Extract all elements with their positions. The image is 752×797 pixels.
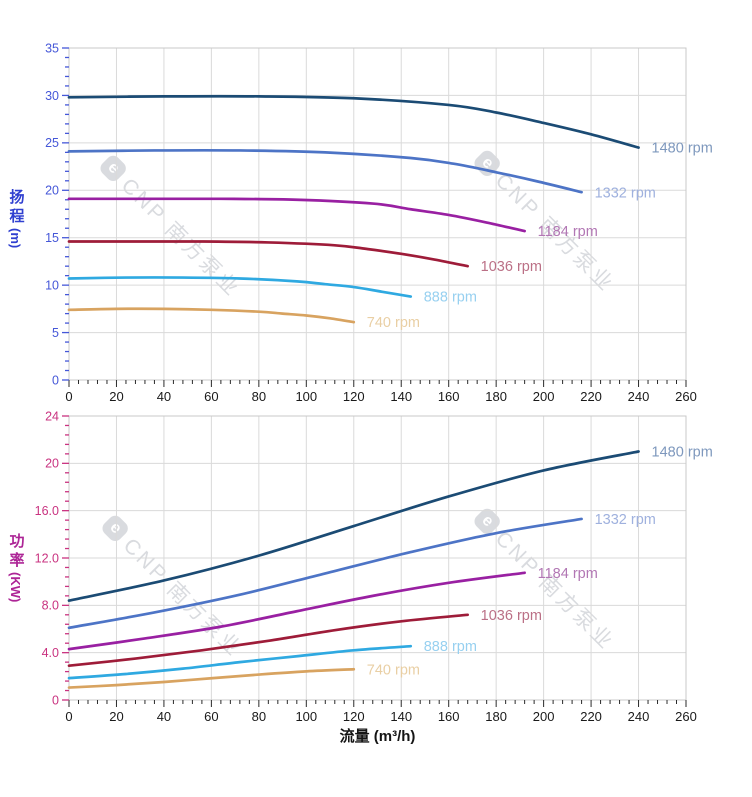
svg-text:率: 率 — [9, 551, 24, 569]
x-axis-title: 流量 (m³/h) — [340, 727, 416, 745]
curve-label-1184-rpm: 1184 rpm — [538, 566, 598, 582]
x-axis-ticks: 0 20 40 60 80 100 120 140 160 180 200 220 240 260 — [65, 700, 697, 724]
x-tick-label: 40 — [157, 389, 171, 404]
curve-label-1184-rpm: 1184 rpm — [538, 224, 598, 240]
x-tick-label: 160 — [438, 389, 460, 404]
y-axis-title: 功率 (KW) — [8, 533, 25, 602]
x-tick-label: 220 — [580, 709, 602, 724]
curve-740-rpm — [67, 667, 356, 689]
curve-1480-rpm — [67, 450, 640, 602]
x-tick-label: 120 — [343, 389, 365, 404]
x-tick-label: 180 — [485, 709, 507, 724]
x-tick-label: 220 — [580, 389, 602, 404]
curve-1184-rpm — [67, 197, 526, 233]
svg-text:程: 程 — [9, 208, 24, 225]
gridlines — [69, 415, 687, 700]
curve-1332-rpm — [67, 517, 583, 630]
y-tick-label: 12.0 — [35, 551, 59, 565]
x-tick-label: 200 — [533, 389, 555, 404]
curve-label-1332-rpm: 1332 rpm — [595, 512, 656, 528]
y-tick-label: 20 — [45, 184, 59, 198]
y-axis-ticks: 0 5 10 15 20 25 30 35 — [45, 41, 69, 387]
svg-text:(KW): (KW) — [8, 572, 23, 602]
y-tick-label: 8.0 — [42, 599, 59, 613]
curve-label-888-rpm: 888 rpm — [424, 290, 477, 306]
x-tick-label: 260 — [675, 709, 697, 724]
svg-text:功: 功 — [9, 533, 24, 550]
y-tick-label: 25 — [45, 136, 59, 150]
x-tick-label: 120 — [343, 709, 365, 724]
y-tick-label: 10 — [45, 279, 59, 293]
curve-label-1036-rpm: 1036 rpm — [481, 608, 542, 624]
x-tick-label: 200 — [533, 709, 555, 724]
y-tick-label: 0 — [52, 693, 59, 707]
curve-740-rpm — [67, 307, 356, 324]
curve-label-740-rpm: 740 rpm — [367, 662, 420, 678]
x-tick-label: 40 — [157, 709, 171, 724]
power-chart: 0 20 40 60 80 100 120 140 160 180 200 220 240 260 0 4.0… — [8, 409, 713, 745]
svg-text:扬: 扬 — [9, 188, 24, 206]
curve-888-rpm — [67, 276, 413, 298]
x-tick-label: 20 — [109, 709, 123, 724]
x-axis-ticks: 0 20 40 60 80 100 120 140 160 180 200 220 240 260 — [65, 380, 697, 404]
x-tick-label: 0 — [65, 389, 72, 404]
head-chart: 0 20 40 60 80 100 120 140 160 180 200 220 240 260 0 5 10… — [8, 41, 713, 404]
curve-1036-rpm — [67, 240, 470, 268]
curve-1184-rpm — [67, 571, 526, 651]
svg-text:(m): (m) — [8, 228, 23, 248]
curve-label-1036-rpm: 1036 rpm — [481, 259, 542, 275]
y-tick-label: 5 — [52, 326, 59, 340]
x-tick-label: 180 — [485, 389, 507, 404]
curve-1332-rpm — [67, 148, 583, 194]
x-tick-label: 20 — [109, 389, 123, 404]
x-tick-label: 100 — [295, 389, 317, 404]
y-axis-title: 扬程 (m) — [8, 188, 25, 248]
x-tick-label: 0 — [65, 709, 72, 724]
curve-label-1480-rpm: 1480 rpm — [652, 141, 713, 157]
y-axis-ticks: 0 4.0 8.0 12.0 16.0 20 24 — [35, 409, 69, 707]
curve-1036-rpm — [67, 613, 470, 668]
plot-border — [68, 47, 687, 381]
x-tick-label: 100 — [295, 709, 317, 724]
curve-label-1332-rpm: 1332 rpm — [595, 185, 656, 201]
y-tick-label: 15 — [45, 231, 59, 245]
x-tick-label: 140 — [390, 389, 412, 404]
y-tick-label: 24 — [45, 409, 59, 423]
y-tick-label: 0 — [52, 373, 59, 387]
y-tick-label: 4.0 — [42, 646, 59, 660]
x-tick-label: 80 — [252, 389, 266, 404]
curve-1480-rpm — [67, 94, 640, 149]
x-tick-label: 60 — [204, 709, 218, 724]
y-tick-label: 30 — [45, 89, 59, 103]
y-tick-label: 16.0 — [35, 504, 59, 518]
y-tick-label: 20 — [45, 457, 59, 471]
y-tick-label: 35 — [45, 41, 59, 55]
x-tick-label: 60 — [204, 389, 218, 404]
x-tick-label: 80 — [252, 709, 266, 724]
x-tick-label: 260 — [675, 389, 697, 404]
x-tick-label: 160 — [438, 709, 460, 724]
curve-label-740-rpm: 740 rpm — [367, 315, 420, 331]
x-tick-label: 140 — [390, 709, 412, 724]
curve-888-rpm — [67, 644, 413, 680]
x-tick-label: 240 — [628, 709, 650, 724]
curve-label-888-rpm: 888 rpm — [424, 639, 477, 655]
x-tick-label: 240 — [628, 389, 650, 404]
curve-label-1480-rpm: 1480 rpm — [652, 445, 713, 461]
